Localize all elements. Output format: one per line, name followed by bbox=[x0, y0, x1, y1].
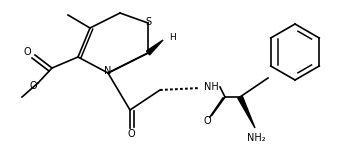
Text: O: O bbox=[203, 116, 211, 126]
Polygon shape bbox=[238, 96, 255, 128]
Text: O: O bbox=[29, 81, 37, 91]
Text: NH: NH bbox=[204, 82, 219, 92]
Text: H: H bbox=[169, 33, 175, 42]
Text: S: S bbox=[145, 17, 151, 27]
Text: N: N bbox=[104, 66, 112, 76]
Text: O: O bbox=[23, 47, 31, 57]
Polygon shape bbox=[146, 40, 163, 55]
Text: O: O bbox=[127, 129, 135, 139]
Text: NH₂: NH₂ bbox=[247, 133, 265, 143]
